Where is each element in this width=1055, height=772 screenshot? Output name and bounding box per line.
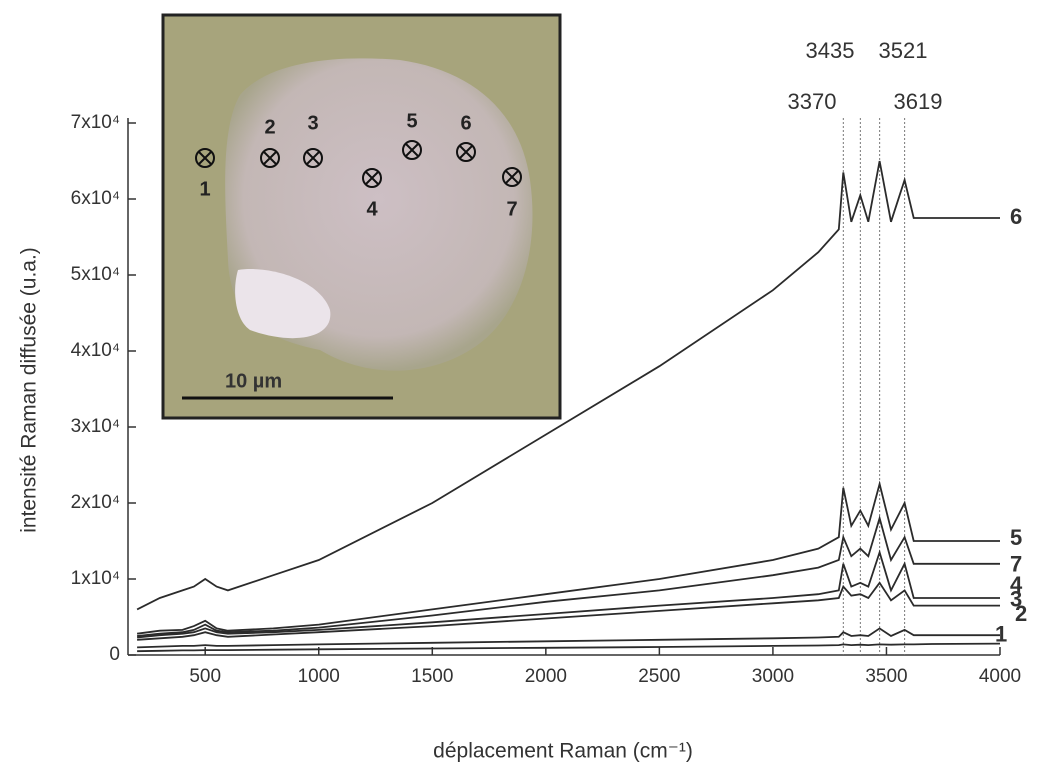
x-tick-label: 4000 [979, 666, 1021, 687]
spectrum-line [136, 160, 1000, 611]
series-label: 4 [1010, 572, 1023, 597]
marker-label: 1 [199, 178, 210, 200]
x-tick-label: 500 [189, 666, 221, 687]
peak-label: 3370 [788, 89, 837, 114]
marker-cross [198, 151, 212, 165]
inset-photo: 10 µm 1 2 3 4 5 6 7 [161, 13, 562, 420]
marker-cross [306, 151, 320, 165]
marker-label: 7 [506, 198, 517, 220]
series-label: 1 [995, 621, 1007, 646]
y-tick-label: 4x10⁴ [71, 340, 120, 361]
marker-circle [195, 148, 215, 168]
series-label: 5 [1010, 525, 1022, 550]
peak-label: 3521 [879, 38, 928, 63]
y-tick-label: 1x10⁴ [71, 568, 120, 589]
x-tick-label: 1500 [411, 666, 453, 687]
marker-label: 5 [406, 110, 417, 132]
x-axis-title: déplacement Raman (cm⁻¹) [433, 740, 693, 763]
y-tick-label: 6x10⁴ [71, 188, 120, 209]
spectrum-line [137, 642, 1001, 653]
y-tick-label: 7x10⁴ [71, 112, 120, 133]
marker-label: 4 [366, 198, 378, 220]
series-label: 2 [1015, 601, 1027, 626]
spectrum-line [137, 549, 1000, 639]
marker-circle [402, 140, 422, 160]
y-axis-title: intensité Raman diffusée (u.a.) [18, 247, 41, 533]
marker-cross [405, 143, 419, 157]
scale-label: 10 µm [225, 370, 282, 392]
x-tick-label: 2500 [638, 666, 680, 687]
y-tick-label: 5x10⁴ [71, 264, 120, 285]
y-tick-label: 2x10⁴ [71, 492, 120, 513]
marker-circle [502, 167, 522, 187]
marker-circle [456, 142, 476, 162]
peak-label: 3435 [806, 38, 855, 63]
x-tick-label: 3000 [752, 666, 794, 687]
marker-label: 3 [307, 112, 318, 134]
y-tick-label: 0 [109, 644, 120, 665]
marker-circle [260, 148, 280, 168]
marker-cross [365, 171, 379, 185]
series-label: 6 [1010, 204, 1022, 229]
spectrum-line [137, 627, 1000, 649]
spectrum-line [137, 581, 1000, 641]
marker-circle [303, 148, 323, 168]
series-label: 3 [1010, 586, 1022, 611]
bright-region [235, 269, 331, 339]
series-label: 7 [1010, 552, 1022, 577]
spectrum-line [137, 514, 1000, 637]
x-tick-label: 2000 [525, 666, 567, 687]
marker-label: 6 [460, 112, 471, 134]
spectrum-line [136, 480, 1000, 635]
y-tick-label: 3x10⁴ [71, 416, 120, 437]
marker-circle [362, 168, 382, 188]
x-tick-label: 3500 [865, 666, 907, 687]
marker-cross [505, 170, 519, 184]
marker-cross [263, 151, 277, 165]
marker-label: 2 [264, 116, 275, 138]
peak-label: 3619 [894, 89, 943, 114]
marker-cross [459, 145, 473, 159]
x-tick-label: 1000 [298, 666, 340, 687]
